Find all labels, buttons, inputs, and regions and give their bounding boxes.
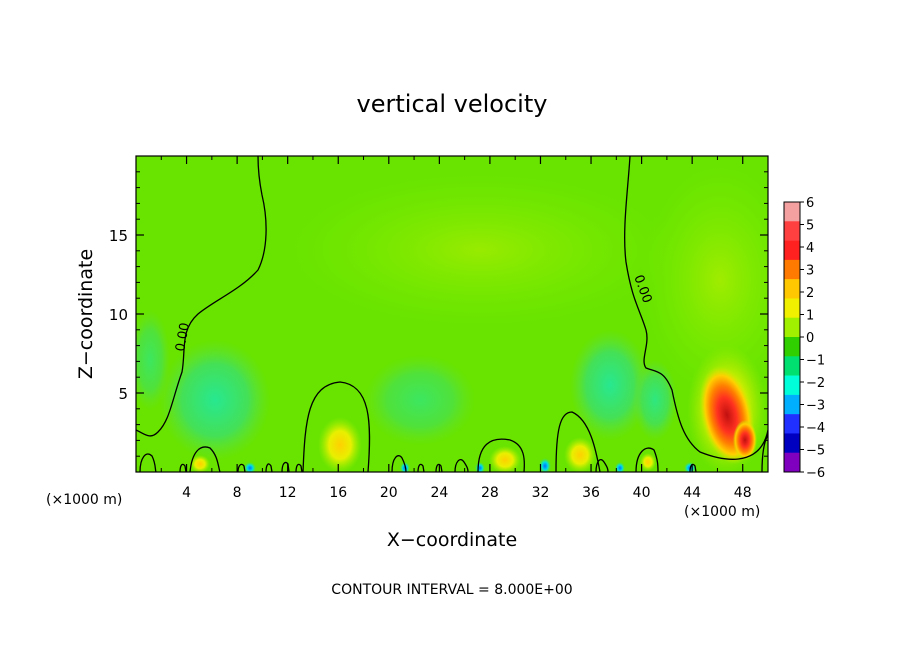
- colorbar-swatch: [784, 221, 800, 241]
- colorbar-label: −2: [806, 376, 825, 391]
- colorbar-swatch: [784, 317, 800, 338]
- chart-title: vertical velocity: [357, 90, 548, 118]
- x-tick-label: 48: [734, 485, 752, 501]
- colorbar-swatch: [784, 356, 800, 376]
- colorbar-swatch: [784, 394, 800, 415]
- colorbar-swatch: [784, 337, 800, 357]
- colorbar-swatch: [784, 298, 800, 319]
- x-tick-label: 36: [582, 485, 600, 501]
- colorbar-swatch: [784, 279, 800, 299]
- x-axis-label: X−coordinate: [387, 529, 517, 551]
- colorbar-label: 3: [806, 264, 814, 279]
- contour-label: 0.00: [173, 322, 193, 353]
- y-axis-label: Z−coordinate: [75, 249, 97, 379]
- colorbar-label: −3: [806, 399, 825, 414]
- x-unit-left: (×1000 m): [46, 492, 122, 508]
- colorbar-label: −6: [806, 466, 825, 481]
- colorbar-swatch: [784, 375, 800, 396]
- x-tick-label: 16: [329, 485, 347, 501]
- colorbar-label: 1: [806, 309, 814, 324]
- x-tick-label: 12: [279, 485, 297, 501]
- colorbar-swatch: [784, 414, 800, 434]
- colorbar-label: 4: [806, 241, 814, 256]
- colorbar-label: −4: [806, 421, 825, 436]
- contour-interval-note: CONTOUR INTERVAL = 8.000E+00: [331, 582, 572, 598]
- y-tick-label: 10: [109, 306, 128, 324]
- y-tick-label: 15: [109, 227, 128, 245]
- zero-contours: [136, 156, 768, 472]
- x-tick-label: 8: [233, 485, 242, 501]
- x-tick-label: 4: [182, 485, 191, 501]
- y-axis-ticks: 5 10 15: [109, 171, 768, 457]
- x-tick-label: 44: [683, 485, 701, 501]
- colorbar-swatch: [784, 202, 800, 222]
- x-tick-label: 40: [633, 485, 651, 501]
- colorbar: 6 5 4 3 2 1 0 −1 −2 −3 −4 −5 −6: [783, 196, 825, 481]
- y-tick-label: 5: [118, 385, 128, 403]
- x-tick-label: 20: [380, 485, 398, 501]
- colorbar-label: 5: [806, 219, 814, 234]
- x-tick-label: 32: [532, 485, 550, 501]
- colorbar-label: 2: [806, 286, 814, 301]
- x-tick-label: 24: [430, 485, 448, 501]
- x-unit-right: (×1000 m): [684, 504, 760, 520]
- colorbar-label: −1: [806, 354, 825, 369]
- colorbar-swatch: [784, 240, 800, 261]
- colorbar-swatch: [784, 259, 800, 280]
- x-tick-label: 28: [481, 485, 499, 501]
- x-axis-ticks: 4 8 12 16 20 24 28 32 36 40 44 48: [160, 156, 752, 501]
- colorbar-swatch: [784, 433, 800, 454]
- colorbar-label: −5: [806, 444, 825, 459]
- heatmap-field: [136, 156, 768, 472]
- colorbar-swatch: [784, 452, 800, 473]
- colorbar-label: 0: [806, 331, 814, 346]
- colorbar-label: 6: [806, 196, 814, 211]
